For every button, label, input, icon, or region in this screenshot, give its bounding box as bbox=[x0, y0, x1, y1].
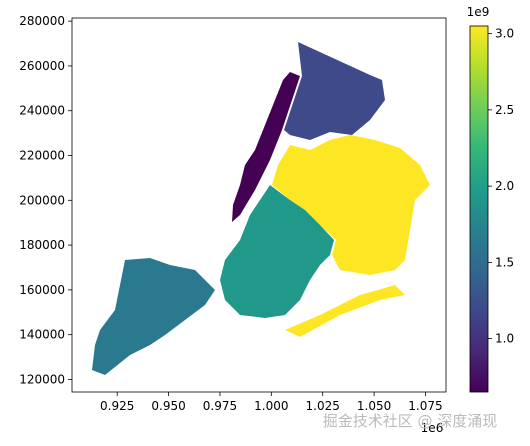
y-tick-label: 280000 bbox=[19, 14, 65, 28]
region bbox=[285, 285, 405, 337]
colorbar-offset: 1e9 bbox=[467, 5, 490, 19]
x-tick-label: 0.950 bbox=[151, 399, 185, 413]
y-tick-label: 240000 bbox=[19, 104, 65, 118]
colorbar-tick-label: 2.0 bbox=[495, 179, 514, 193]
region bbox=[220, 185, 334, 318]
map bbox=[92, 42, 430, 375]
y-tick-label: 180000 bbox=[19, 238, 65, 252]
x-tick-label: 0.975 bbox=[203, 399, 237, 413]
y-tick-label: 140000 bbox=[19, 328, 65, 342]
x-tick-label: 0.925 bbox=[100, 399, 134, 413]
colorbar-tick-label: 1.5 bbox=[495, 255, 514, 269]
y-tick-label: 120000 bbox=[19, 372, 65, 386]
y-tick-label: 220000 bbox=[19, 149, 65, 163]
x-tick-label: 1.000 bbox=[254, 399, 288, 413]
region bbox=[232, 72, 300, 222]
colorbar-tick-label: 1.0 bbox=[495, 332, 514, 346]
x-offset: 1e6 bbox=[421, 421, 444, 435]
watermark: 掘金技术社区 @ 深度涌现 bbox=[323, 412, 498, 430]
y-tick-label: 160000 bbox=[19, 283, 65, 297]
region bbox=[284, 42, 385, 140]
colorbar-tick-label: 2.5 bbox=[495, 103, 514, 117]
axes-frame bbox=[71, 17, 447, 393]
y-tick-label: 260000 bbox=[19, 59, 65, 73]
region bbox=[92, 258, 215, 375]
x-tick-label: 1.075 bbox=[408, 399, 442, 413]
y-tick-label: 200000 bbox=[19, 193, 65, 207]
colorbar-tick-label: 3.0 bbox=[495, 27, 514, 41]
colorbar bbox=[469, 25, 489, 393]
x-tick-label: 1.025 bbox=[306, 399, 340, 413]
x-tick-label: 1.050 bbox=[357, 399, 391, 413]
region bbox=[272, 135, 430, 275]
